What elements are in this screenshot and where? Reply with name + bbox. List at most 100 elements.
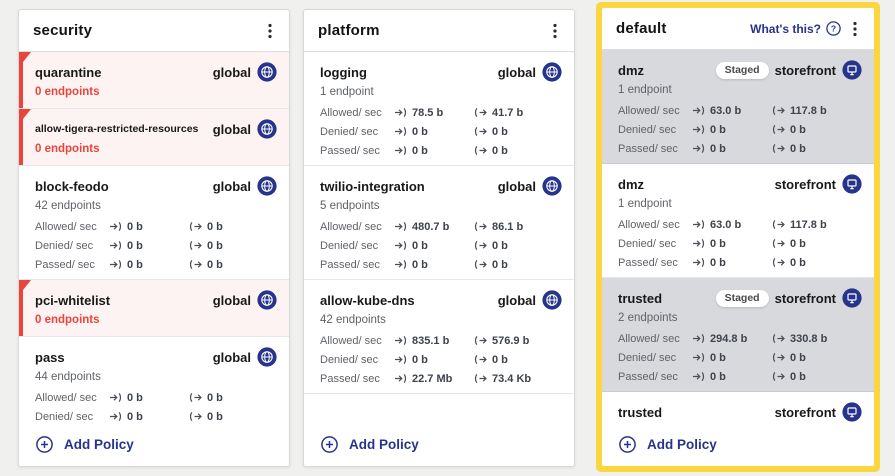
egress-icon xyxy=(189,392,202,403)
ingress-icon xyxy=(693,352,705,363)
stat-row-passed: Passed/ sec 0 b 0 b xyxy=(618,370,806,383)
globe-icon xyxy=(542,176,562,196)
endpoint-count: 1 endpoint xyxy=(618,84,672,96)
policy-scope: global xyxy=(212,292,251,308)
ingress-value: 480.7 b xyxy=(412,220,450,233)
add-policy-button[interactable]: Add Policy xyxy=(602,423,874,466)
policy-name: allow-kube-dns xyxy=(320,292,415,308)
egress-value: 0 b xyxy=(207,391,223,404)
policy-card-pass[interactable]: pass global 44 endpoints Allowed/ sec 0 … xyxy=(19,337,289,423)
tier-highlight-outline: default What's this? ? dmz Staged storef… xyxy=(596,2,880,472)
ingress-icon xyxy=(395,145,407,156)
egress-icon xyxy=(189,259,202,270)
plus-circle-icon xyxy=(36,436,53,453)
egress-icon xyxy=(189,240,202,251)
policy-name: quarantine xyxy=(35,64,102,80)
policy-name: twilio-integration xyxy=(320,178,425,194)
egress-value: 0 b xyxy=(790,123,806,136)
stat-row-allowed: Allowed/ sec 78.5 b 41.7 b xyxy=(320,106,524,119)
stat-row-allowed: Allowed/ sec 294.8 b 330.8 b xyxy=(618,332,828,345)
add-policy-button[interactable]: Add Policy xyxy=(304,423,574,466)
ingress-value: 0 b xyxy=(127,239,143,252)
policy-scope: global xyxy=(497,292,536,308)
kebab-menu-icon[interactable] xyxy=(850,19,860,39)
kebab-menu-icon[interactable] xyxy=(265,21,275,41)
whats-this-link[interactable]: What's this? ? xyxy=(750,21,841,36)
ingress-value: 0 b xyxy=(412,239,428,252)
policy-scope: global xyxy=(497,178,536,194)
policy-name: dmz xyxy=(618,176,644,192)
policy-scope: global xyxy=(212,349,251,365)
add-policy-label: Add Policy xyxy=(349,437,419,452)
staged-badge: Staged xyxy=(715,289,769,307)
ingress-icon xyxy=(110,221,122,232)
policy-scope: storefront xyxy=(774,290,836,306)
monitor-icon xyxy=(842,402,862,422)
egress-value: 41.7 b xyxy=(492,106,524,119)
ingress-icon xyxy=(693,219,705,230)
egress-icon xyxy=(189,411,202,422)
ingress-icon xyxy=(395,107,407,118)
egress-value: 0 b xyxy=(790,351,806,364)
add-policy-button[interactable]: Add Policy xyxy=(19,423,289,466)
ingress-value: 0 b xyxy=(412,353,428,366)
egress-value: 0 b xyxy=(207,410,223,423)
egress-icon xyxy=(772,257,785,268)
tier-column-security: security quarantine global 0 endpoints a… xyxy=(18,9,290,467)
policy-scope: storefront xyxy=(774,176,836,192)
policy-card-dmz-staged[interactable]: dmz Staged storefront 1 endpoint Allowed… xyxy=(602,50,874,164)
egress-value: 0 b xyxy=(492,258,508,271)
egress-icon xyxy=(474,126,487,137)
endpoint-count: 44 endpoints xyxy=(35,371,101,383)
endpoint-count: 0 endpoints xyxy=(35,143,100,155)
egress-icon xyxy=(772,238,785,249)
egress-icon xyxy=(474,107,487,118)
stat-row-allowed: Allowed/ sec 835.1 b 576.9 b xyxy=(320,334,530,347)
policy-name: pass xyxy=(35,349,65,365)
policy-card-quarantine[interactable]: quarantine global 0 endpoints xyxy=(19,52,289,109)
ingress-icon xyxy=(693,257,705,268)
policy-card-twilio-integration[interactable]: twilio-integration global 5 endpoints Al… xyxy=(304,166,574,280)
endpoint-count: 5 endpoints xyxy=(320,200,380,212)
policy-card-block-feodo[interactable]: block-feodo global 42 endpoints Allowed/… xyxy=(19,166,289,280)
endpoint-count: 0 endpoints xyxy=(35,314,100,326)
policy-card-pci-whitelist[interactable]: pci-whitelist global 0 endpoints xyxy=(19,280,289,337)
endpoint-count: 1 endpoint xyxy=(320,86,374,98)
tier-name: platform xyxy=(318,22,380,39)
ingress-value: 294.8 b xyxy=(710,332,748,345)
egress-icon xyxy=(474,259,487,270)
question-circle-icon: ? xyxy=(826,21,841,36)
tier-column-default: default What's this? ? dmz Staged storef… xyxy=(602,8,874,466)
whats-this-label: What's this? xyxy=(750,21,821,36)
ingress-value: 22.7 Mb xyxy=(412,372,453,385)
kebab-menu-icon[interactable] xyxy=(550,21,560,41)
ingress-value: 0 b xyxy=(127,410,143,423)
policy-card-allow-tigera-restricted-resources[interactable]: allow-tigera-restricted-resources global… xyxy=(19,109,289,166)
egress-value: 0 b xyxy=(790,237,806,250)
policy-card-trusted[interactable]: trusted storefront xyxy=(602,392,874,423)
stat-row-passed: Passed/ sec 0 b 0 b xyxy=(618,142,806,155)
egress-icon xyxy=(189,221,202,232)
ingress-value: 0 b xyxy=(127,220,143,233)
policy-card-allow-kube-dns[interactable]: allow-kube-dns global 42 endpoints Allow… xyxy=(304,280,574,394)
ingress-value: 78.5 b xyxy=(412,106,444,119)
egress-value: 0 b xyxy=(207,258,223,271)
egress-value: 0 b xyxy=(492,353,508,366)
ingress-icon xyxy=(395,221,407,232)
stat-row-passed: Passed/ sec 22.7 Mb 73.4 Kb xyxy=(320,372,532,385)
egress-icon xyxy=(474,145,487,156)
egress-value: 86.1 b xyxy=(492,220,524,233)
tier-header: platform xyxy=(304,10,574,52)
policy-card-dmz[interactable]: dmz storefront 1 endpoint Allowed/ sec 6… xyxy=(602,164,874,278)
stat-row-allowed: Allowed/ sec 63.0 b 117.8 b xyxy=(618,104,827,117)
tier-header: security xyxy=(19,10,289,52)
policy-card-trusted-staged[interactable]: trusted Staged storefront 2 endpoints Al… xyxy=(602,278,874,392)
egress-value: 117.8 b xyxy=(790,218,827,231)
ingress-icon xyxy=(395,373,407,384)
egress-value: 0 b xyxy=(492,239,508,252)
egress-value: 0 b xyxy=(492,125,508,138)
egress-icon xyxy=(474,373,487,384)
policy-card-logging[interactable]: logging global 1 endpoint Allowed/ sec 7… xyxy=(304,52,574,166)
stat-row-passed: Passed/ sec 0 b 0 b xyxy=(35,258,223,271)
